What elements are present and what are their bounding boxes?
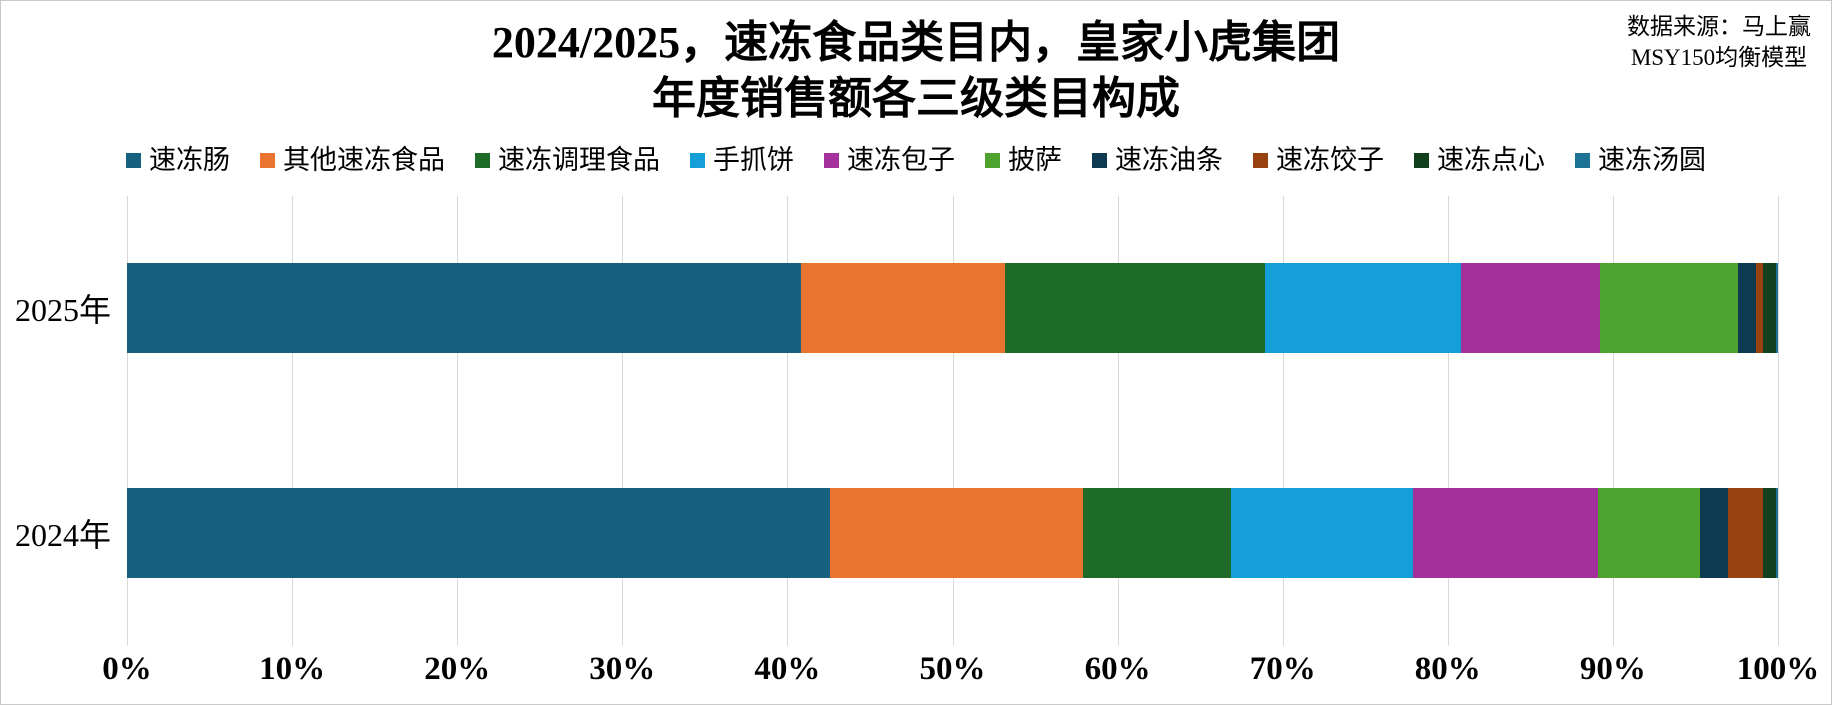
legend-swatch-icon (824, 153, 839, 168)
bar-segment-手抓饼 (1231, 488, 1414, 578)
legend-label: 速冻汤圆 (1598, 145, 1706, 175)
bar-2024年 (127, 488, 1778, 578)
gridline (1612, 196, 1614, 646)
legend-label: 披萨 (1008, 145, 1062, 175)
x-axis-tick-label: 70% (1249, 651, 1316, 687)
legend-label: 速冻油条 (1115, 145, 1223, 175)
legend-swatch-icon (126, 153, 141, 168)
y-axis-label-2024年: 2024年 (15, 517, 112, 553)
bar-segment-速冻点心 (1763, 488, 1777, 578)
x-axis-tick-label: 0% (102, 651, 152, 687)
legend-swatch-icon (260, 153, 275, 168)
data-source-line2: MSY150均衡模型 (1630, 45, 1808, 70)
legend-item-0: 速冻肠 (126, 147, 230, 174)
chart-title-line2: 年度销售额各三级类目构成 (652, 74, 1180, 123)
y-axis-label-2025年: 2025年 (15, 292, 112, 328)
gridline (952, 196, 954, 646)
gridline (787, 196, 789, 646)
bar-2025年 (127, 263, 1778, 353)
gridline (457, 196, 459, 646)
legend-label: 速冻肠 (149, 145, 230, 175)
x-axis-tick-label: 90% (1579, 651, 1646, 687)
legend-swatch-icon (1253, 153, 1268, 168)
chart-title: 2024/2025，速冻食品类目内，皇家小虎集团 年度销售额各三级类目构成 (1, 15, 1831, 127)
x-axis-tick-label: 80% (1414, 651, 1481, 687)
bar-segment-速冻包子 (1413, 488, 1598, 578)
x-axis-tick-label: 100% (1736, 651, 1820, 687)
legend-label: 速冻包子 (847, 145, 955, 175)
plot-area (127, 196, 1779, 646)
legend-swatch-icon (475, 153, 490, 168)
gridline (622, 196, 624, 646)
bar-segment-速冻肠 (127, 488, 831, 578)
legend-label: 速冻调理食品 (498, 145, 660, 175)
gridline (1778, 196, 1779, 646)
legend-swatch-icon (1575, 153, 1590, 168)
data-source-note: 数据来源：马上赢 MSY150均衡模型 (1627, 11, 1811, 73)
legend-label: 速冻点心 (1437, 145, 1545, 175)
legend-item-2: 速冻调理食品 (475, 147, 660, 174)
x-axis-tick-label: 10% (259, 651, 326, 687)
gridline (127, 196, 128, 646)
bar-segment-速冻汤圆 (1776, 488, 1778, 578)
bar-segment-速冻肠 (127, 263, 801, 353)
bar-segment-速冻汤圆 (1776, 263, 1778, 353)
legend: 速冻肠 其他速冻食品 速冻调理食品 手抓饼 速冻包子 披萨 速冻油条 速冻饺子 速冻点心 速冻汤圆 (1, 147, 1831, 174)
legend-item-7: 速冻饺子 (1253, 147, 1384, 174)
bar-segment-速冻包子 (1460, 263, 1600, 353)
legend-label: 其他速冻食品 (283, 145, 445, 175)
x-axis-tick-label: 20% (424, 651, 491, 687)
gridline (292, 196, 294, 646)
legend-label: 手抓饼 (713, 145, 794, 175)
gridline (1447, 196, 1449, 646)
legend-item-3: 手抓饼 (690, 147, 794, 174)
x-axis-tick-label: 40% (754, 651, 821, 687)
x-axis-tick-label: 60% (1084, 651, 1151, 687)
legend-swatch-icon (690, 153, 705, 168)
x-axis-tick-label: 30% (589, 651, 656, 687)
legend-swatch-icon (1092, 153, 1107, 168)
legend-item-8: 速冻点心 (1414, 147, 1545, 174)
legend-item-6: 速冻油条 (1092, 147, 1223, 174)
bar-segment-披萨 (1599, 263, 1739, 353)
bar-segment-速冻油条 (1700, 488, 1729, 578)
bar-segment-速冻调理食品 (1082, 488, 1232, 578)
bar-segment-其他速冻食品 (830, 488, 1083, 578)
legend-label: 速冻饺子 (1276, 145, 1384, 175)
chart-title-line1: 2024/2025，速冻食品类目内，皇家小虎集团 (491, 18, 1341, 67)
bar-segment-其他速冻食品 (800, 263, 1006, 353)
bar-segment-速冻饺子 (1728, 488, 1764, 578)
gridline (1117, 196, 1119, 646)
legend-item-1: 其他速冻食品 (260, 147, 445, 174)
legend-item-5: 披萨 (985, 147, 1062, 174)
bar-segment-披萨 (1598, 488, 1701, 578)
bar-segment-速冻调理食品 (1005, 263, 1265, 353)
bar-segment-速冻饺子 (1756, 263, 1764, 353)
legend-item-4: 速冻包子 (824, 147, 955, 174)
legend-swatch-icon (1414, 153, 1429, 168)
bar-segment-手抓饼 (1264, 263, 1461, 353)
x-axis-tick-label: 50% (919, 651, 986, 687)
bar-segment-速冻点心 (1763, 263, 1777, 353)
gridline (1282, 196, 1284, 646)
data-source-line1: 数据来源：马上赢 (1627, 14, 1811, 39)
bar-segment-速冻油条 (1738, 263, 1757, 353)
legend-swatch-icon (985, 153, 1000, 168)
legend-item-9: 速冻汤圆 (1575, 147, 1706, 174)
